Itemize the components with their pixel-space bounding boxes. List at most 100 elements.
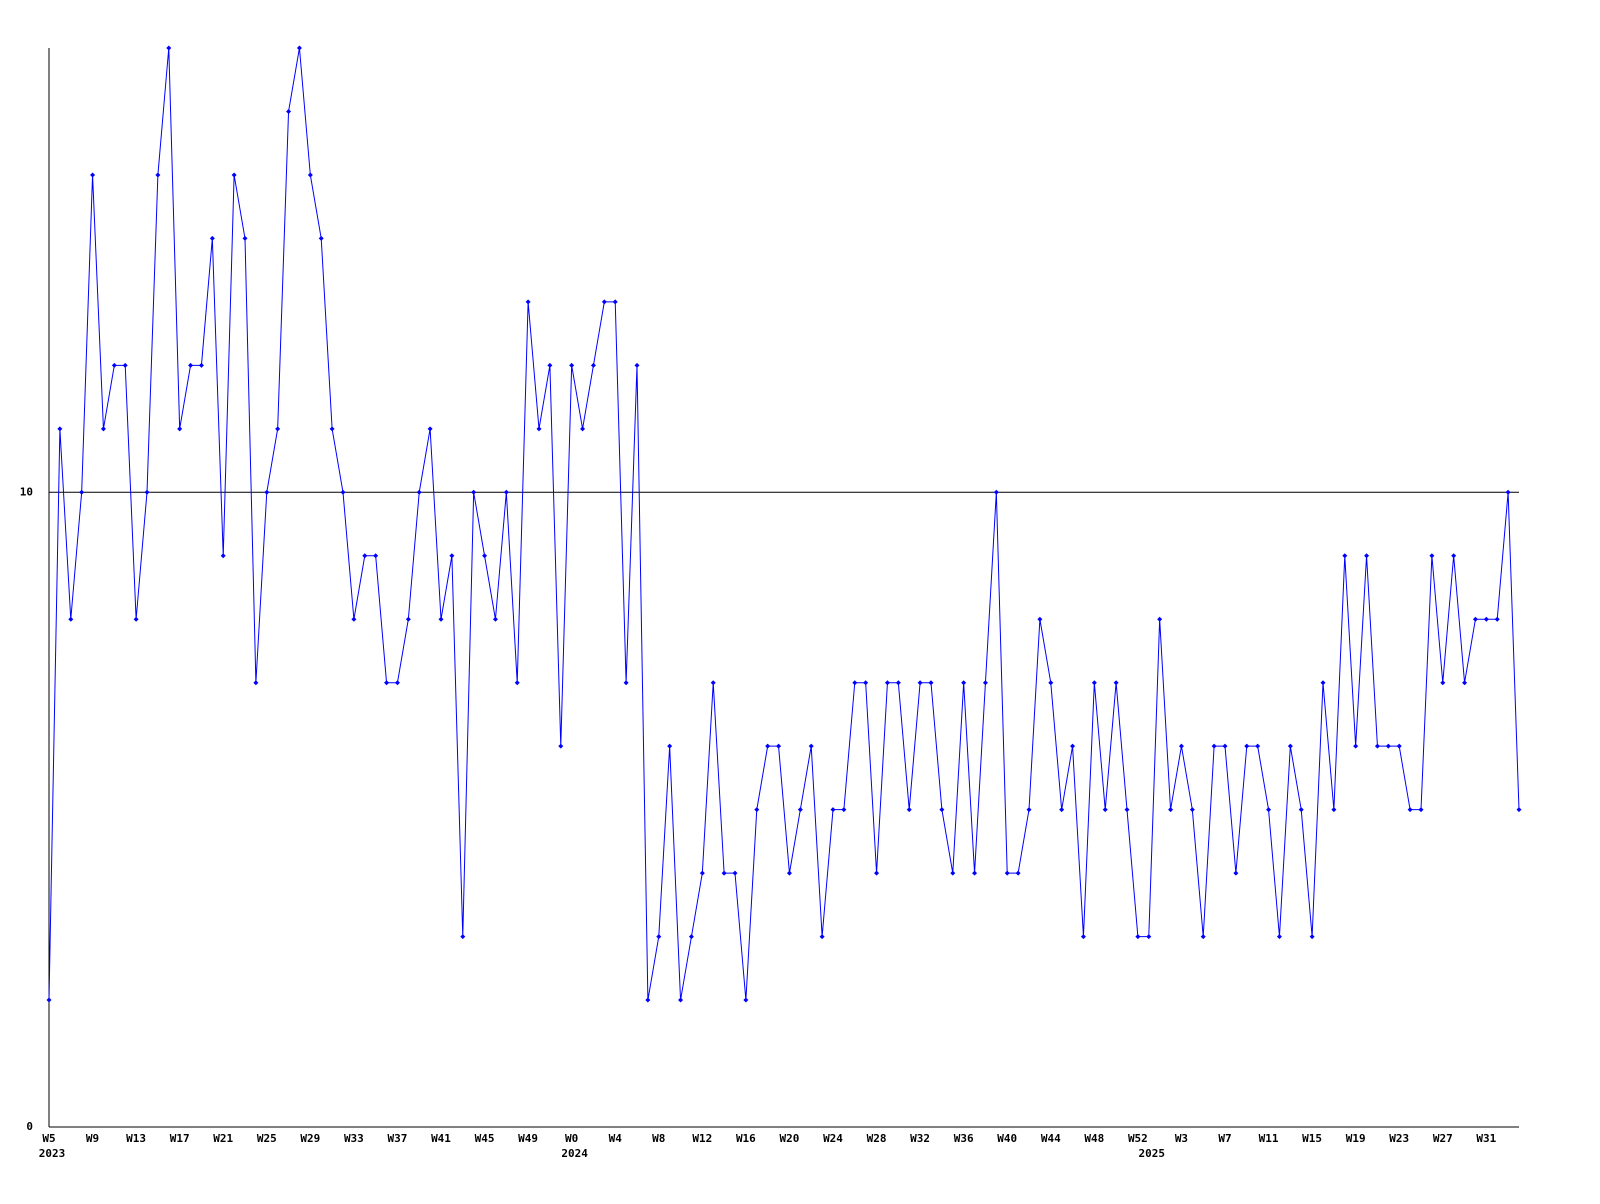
x-tick-label: W24: [823, 1132, 843, 1145]
x-tick-label: W41: [431, 1132, 451, 1145]
marker: [514, 680, 520, 686]
marker: [819, 934, 825, 940]
marker: [623, 680, 629, 686]
marker: [590, 362, 596, 368]
marker: [972, 870, 978, 876]
marker: [1026, 807, 1032, 813]
marker: [1331, 807, 1337, 813]
marker: [68, 616, 74, 622]
marker: [1462, 680, 1468, 686]
marker: [1135, 934, 1141, 940]
marker: [678, 997, 684, 1003]
marker: [111, 362, 117, 368]
marker: [776, 743, 782, 749]
marker: [1244, 743, 1250, 749]
x-tick-label: W27: [1433, 1132, 1453, 1145]
marker: [1483, 616, 1489, 622]
marker: [438, 616, 444, 622]
marker: [808, 743, 814, 749]
marker: [1124, 807, 1130, 813]
marker: [1266, 807, 1272, 813]
marker: [863, 680, 869, 686]
marker: [1255, 743, 1261, 749]
marker: [100, 426, 106, 432]
x-tick-label: W0: [565, 1132, 578, 1145]
marker: [895, 680, 901, 686]
x-tick-label: W16: [736, 1132, 756, 1145]
x-tick-label: W29: [300, 1132, 320, 1145]
marker: [242, 235, 248, 241]
marker: [253, 680, 259, 686]
marker: [699, 870, 705, 876]
x-group-label: 2025: [1139, 1147, 1166, 1160]
marker: [634, 362, 640, 368]
marker: [122, 362, 128, 368]
marker: [231, 172, 237, 178]
marker: [329, 426, 335, 432]
marker: [220, 553, 226, 559]
marker: [79, 489, 85, 495]
x-tick-label: W5: [42, 1132, 55, 1145]
marker: [1004, 870, 1010, 876]
marker: [57, 426, 63, 432]
marker: [198, 362, 204, 368]
x-tick-label: W7: [1218, 1132, 1231, 1145]
marker: [1407, 807, 1413, 813]
marker: [503, 489, 509, 495]
marker: [1385, 743, 1391, 749]
x-group-label: 2024: [561, 1147, 588, 1160]
x-tick-label: W49: [518, 1132, 538, 1145]
marker: [1015, 870, 1021, 876]
marker: [1429, 553, 1435, 559]
marker: [1211, 743, 1217, 749]
marker: [1440, 680, 1446, 686]
marker: [993, 489, 999, 495]
marker: [318, 235, 324, 241]
marker: [405, 616, 411, 622]
marker: [177, 426, 183, 432]
marker: [1472, 616, 1478, 622]
marker: [351, 616, 357, 622]
marker: [1080, 934, 1086, 940]
marker: [1091, 680, 1097, 686]
y-tick-label: 10: [20, 485, 33, 498]
marker: [144, 489, 150, 495]
marker: [394, 680, 400, 686]
marker: [536, 426, 542, 432]
x-tick-label: W52: [1128, 1132, 1148, 1145]
marker: [275, 426, 281, 432]
marker: [1189, 807, 1195, 813]
marker: [362, 553, 368, 559]
x-group-label: 2023: [39, 1147, 66, 1160]
x-tick-label: W15: [1302, 1132, 1322, 1145]
marker: [416, 489, 422, 495]
marker: [1168, 807, 1174, 813]
marker: [1287, 743, 1293, 749]
marker: [710, 680, 716, 686]
marker: [286, 108, 292, 114]
marker: [460, 934, 466, 940]
x-tick-label: W31: [1476, 1132, 1496, 1145]
marker: [765, 743, 771, 749]
marker: [645, 997, 651, 1003]
marker: [939, 807, 945, 813]
marker: [296, 45, 302, 51]
marker: [264, 489, 270, 495]
line: [48, 47, 1520, 1001]
marker: [1200, 934, 1206, 940]
marker: [852, 680, 858, 686]
marker: [601, 299, 607, 305]
marker: [884, 680, 890, 686]
marker: [471, 489, 477, 495]
x-tick-label: W20: [780, 1132, 800, 1145]
marker: [1342, 553, 1348, 559]
x-tick-label: W9: [86, 1132, 99, 1145]
marker: [427, 426, 433, 432]
marker: [1494, 616, 1500, 622]
marker: [841, 807, 847, 813]
marker: [166, 45, 172, 51]
marker: [1353, 743, 1359, 749]
marker: [1298, 807, 1304, 813]
marker: [732, 870, 738, 876]
